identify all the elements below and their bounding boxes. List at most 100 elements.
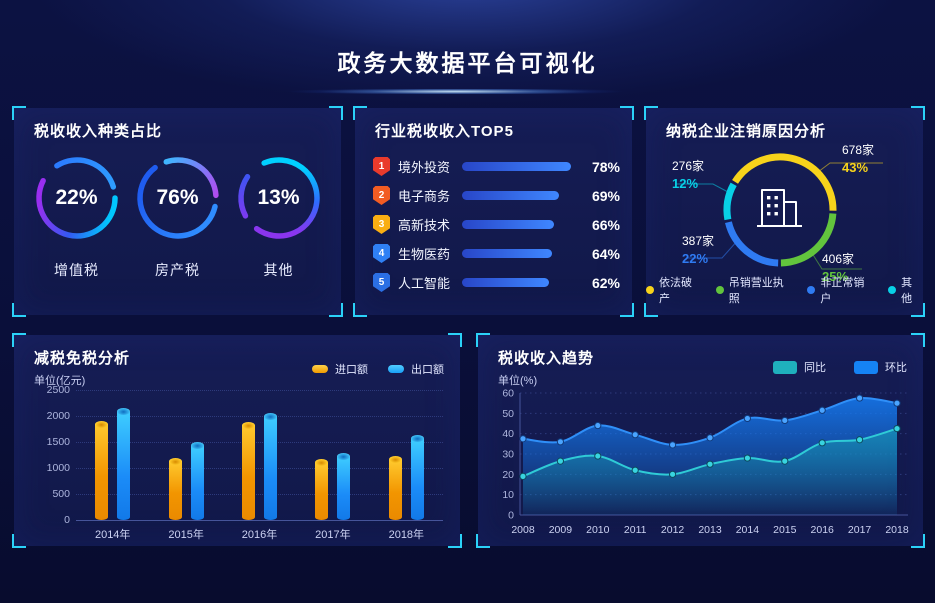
industry-percent: 64% [591, 245, 620, 262]
industry-row[interactable]: 5 人工智能 62% [373, 268, 620, 297]
bar-group[interactable]: 2015年 [149, 385, 222, 541]
legend-dot [888, 286, 897, 294]
legend-label: 进口额 [335, 364, 368, 376]
donut-label-group: 276家 12% [672, 158, 704, 193]
ring-gauge[interactable]: 22% 增值税 [31, 152, 123, 280]
y-axis-tick: 0 [64, 514, 70, 526]
trend-chart[interactable]: 0 10 20 30 40 50 60 2008 2009 2010 2011 2012 2013 201… [490, 385, 915, 543]
ring-gauge[interactable]: 13% 其他 [233, 152, 325, 280]
legend-item[interactable]: 出口额 [388, 361, 444, 377]
industry-bar-fill[interactable] [462, 162, 572, 171]
bar-import[interactable] [242, 421, 256, 520]
legend-item[interactable]: 环比 [854, 359, 907, 375]
panel-title: 行业税收收入TOP5 [375, 123, 514, 140]
legend-label: 依法破产 [658, 277, 692, 305]
x-axis-label: 2015年 [168, 529, 204, 541]
panel-industry-top5: 行业税收收入TOP5 1 境外投资 78% 2 电子商务 69% 3 高新技术 66% 4 生物医药… [353, 106, 634, 317]
bar-export[interactable] [117, 408, 131, 520]
industry-bar-fill[interactable] [462, 278, 549, 287]
industry-percent: 66% [591, 216, 620, 233]
legend-swatch [854, 360, 878, 374]
corner-bracket [448, 333, 462, 347]
legend-label: 环比 [885, 362, 907, 374]
donut-chart[interactable] [710, 140, 850, 280]
legend-dot [807, 286, 816, 294]
industry-row[interactable]: 3 高新技术 66% [373, 210, 620, 239]
bar-export[interactable] [264, 412, 278, 520]
y-axis-tick: 1500 [46, 436, 70, 448]
corner-bracket [353, 303, 367, 317]
bar-import[interactable] [315, 459, 329, 520]
corner-bracket [911, 333, 925, 347]
industry-percent: 62% [591, 274, 620, 291]
industry-bar-fill[interactable] [462, 191, 559, 200]
donut-legend: 依法破产 吊销营业执照 非正常销户 其他 [646, 274, 923, 306]
industry-bar-fill[interactable] [462, 220, 555, 229]
corner-bracket [12, 534, 26, 548]
legend-item[interactable]: 非正常销户 [807, 274, 875, 306]
corner-bracket [12, 333, 26, 347]
corner-bracket [644, 106, 658, 120]
trend-chart-svg[interactable]: 0 10 20 30 40 50 60 2008 2009 2010 2011 2012 2013 201… [490, 385, 915, 543]
corner-bracket [329, 303, 343, 317]
legend-item[interactable]: 吊销营业执照 [715, 274, 795, 306]
gridline [76, 390, 443, 391]
bar-export[interactable] [337, 452, 351, 520]
ring-gauge[interactable]: 76% 房产税 [132, 152, 224, 280]
industry-row[interactable]: 1 境外投资 78% [373, 152, 620, 181]
company-count: 387家 [682, 234, 715, 248]
panel-tax-type-share: 税收收入种类占比 22% 增值税 76% 房产税 13% 其他 [12, 106, 343, 317]
ring-gauge-svg [35, 157, 118, 239]
bar-export[interactable] [190, 442, 204, 520]
bar-export[interactable] [410, 435, 424, 520]
ring-percent: 13% [257, 186, 300, 209]
svg-text:2009: 2009 [549, 524, 573, 536]
svg-text:2008: 2008 [511, 524, 535, 536]
svg-text:40: 40 [502, 428, 514, 440]
legend-swatch [312, 365, 328, 373]
bar-group[interactable]: 2014年 [76, 385, 149, 541]
svg-text:30: 30 [502, 449, 514, 461]
corner-bracket [911, 534, 925, 548]
bar-group[interactable]: 2018年 [370, 385, 443, 541]
bar-group[interactable]: 2016年 [223, 385, 296, 541]
svg-text:2018: 2018 [885, 524, 909, 536]
percent-value: 22% [682, 250, 709, 266]
donut-segment[interactable] [725, 221, 779, 267]
legend-label: 出口额 [411, 364, 444, 376]
legend-item[interactable]: 依法破产 [646, 274, 703, 306]
panel-title: 税收收入趋势 [498, 350, 595, 367]
bar-group[interactable]: 2017年 [296, 385, 369, 541]
legend-item[interactable]: 同比 [773, 359, 826, 375]
bar-chart[interactable]: 0 500 1000 1500 2000 2500 2014年 2015年 2016年 2017年… [28, 384, 447, 541]
ring-label: 其他 [263, 262, 294, 278]
donut-segment[interactable] [723, 182, 737, 221]
industry-bar-track [462, 249, 574, 258]
industry-row[interactable]: 2 电子商务 69% [373, 181, 620, 210]
x-axis-label: 2014年 [94, 529, 131, 541]
gridline [76, 416, 443, 417]
bar-import[interactable] [388, 456, 402, 520]
svg-text:2015: 2015 [773, 524, 797, 536]
gridline [76, 442, 443, 443]
gridline [76, 494, 443, 495]
svg-text:0: 0 [508, 510, 514, 522]
donut-chart-area: 678家 43% 406家 25% 387家 22% 276家 12% [646, 108, 923, 315]
legend-item[interactable]: 其他 [888, 274, 923, 306]
donut-segment[interactable] [732, 153, 837, 211]
legend-label: 非正常销户 [820, 277, 865, 305]
industry-row[interactable]: 4 生物医药 64% [373, 239, 620, 268]
industry-bar-fill[interactable] [462, 249, 552, 258]
donut-segment[interactable] [780, 213, 837, 267]
legend-item[interactable]: 进口额 [312, 361, 368, 377]
legend-swatch [388, 365, 404, 373]
bar-import[interactable] [95, 420, 109, 520]
svg-text:2013: 2013 [698, 524, 722, 536]
bar-import[interactable] [168, 457, 182, 520]
panel-tax-reduction: 减税免税分析 单位(亿元) 进口额 出口额 0 500 1000 1500 2000 250… [12, 333, 462, 548]
corner-bracket [644, 303, 658, 317]
donut-label-group: 387家 22% [682, 233, 714, 268]
industry-label: 境外投资 [398, 160, 451, 175]
corner-bracket [620, 106, 634, 120]
industry-label: 高新技术 [398, 218, 451, 233]
